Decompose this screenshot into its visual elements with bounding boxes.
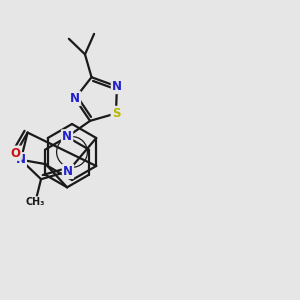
Text: N: N <box>63 165 73 178</box>
Text: N: N <box>112 80 122 93</box>
Text: N: N <box>62 130 72 143</box>
Text: S: S <box>112 107 120 120</box>
Text: N: N <box>16 153 26 166</box>
Text: N: N <box>70 92 80 105</box>
Text: CH₃: CH₃ <box>26 197 45 207</box>
Text: O: O <box>11 147 21 160</box>
